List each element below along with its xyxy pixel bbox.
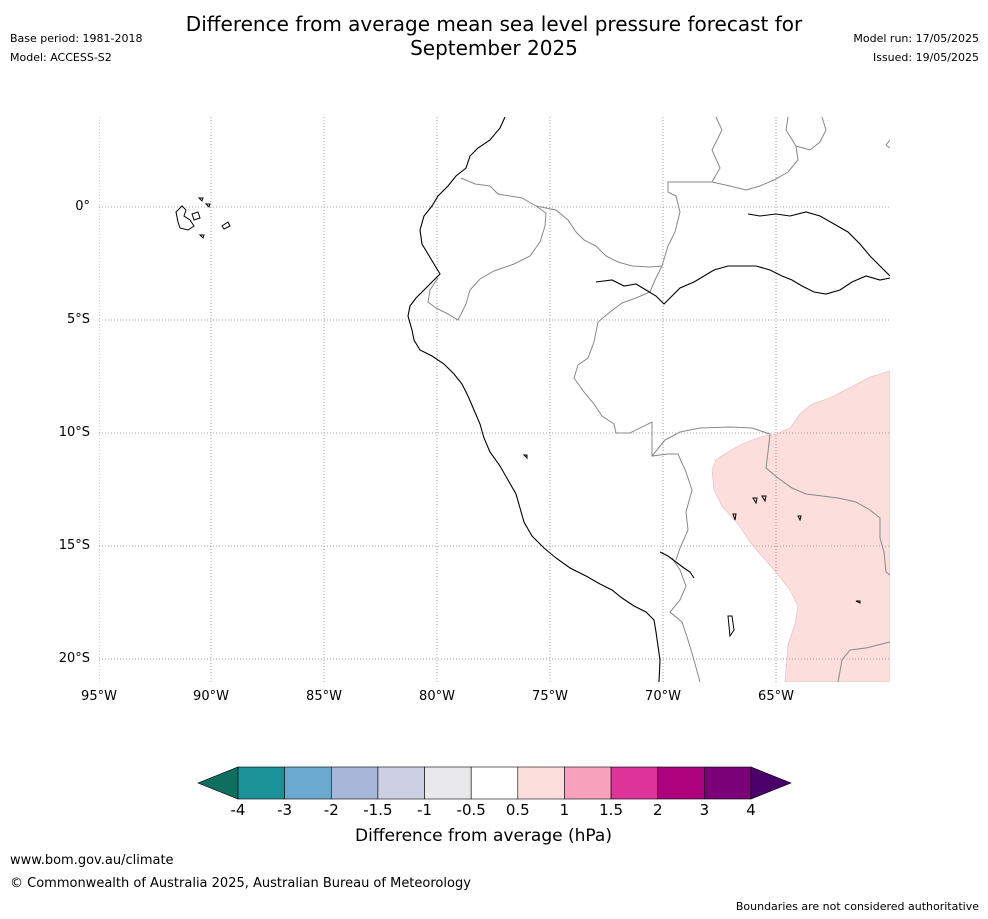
graticule (99, 117, 890, 682)
colorbar-segment (517, 766, 565, 800)
colorbar-segment (470, 766, 519, 800)
colorbar-segment (330, 766, 379, 800)
colorbar-segment (564, 766, 612, 800)
colorbar-tick-label: 1.5 (599, 801, 623, 819)
colorbar (197, 766, 792, 800)
colorbar-extend-low (197, 766, 239, 800)
lon-label-65w: 65°W (758, 689, 794, 704)
lon-label-75w: 75°W (532, 689, 568, 704)
lat-label-10s: 10°S (58, 425, 90, 440)
map-title: Difference from average mean sea level p… (0, 12, 988, 60)
colorbar-tick-label: -4 (230, 801, 246, 819)
colorbar-segment (657, 766, 705, 800)
islands-and-lakes (175, 197, 861, 638)
lat-label-5s: 5°S (66, 312, 90, 327)
positive-anomaly-region (711, 370, 890, 682)
colorbar-tick-label: 2 (652, 801, 663, 819)
colorbar-segment (237, 766, 285, 800)
colorbar-segment (424, 766, 472, 800)
coastline (407, 117, 890, 682)
colorbar-tick-label: -1.5 (363, 801, 393, 819)
colorbar-extend-high (750, 766, 792, 800)
lat-label-0: 0° (75, 199, 90, 214)
lon-label-95w: 95°W (81, 689, 117, 704)
colorbar-segment (377, 766, 425, 800)
lon-label-80w: 80°W (419, 689, 455, 704)
lat-label-20s: 20°S (58, 651, 90, 666)
colorbar-tick-label: -3 (277, 801, 293, 819)
colorbar-tick-label: 1 (559, 801, 570, 819)
country-borders (427, 117, 890, 682)
footer-url: www.bom.gov.au/climate (10, 853, 174, 868)
model-run-text: Model run: 17/05/2025 (853, 32, 979, 45)
colorbar-tick-label: 3 (699, 801, 710, 819)
model-text: Model: ACCESS-S2 (10, 51, 112, 64)
footer-copyright: © Commonwealth of Australia 2025, Austra… (10, 876, 471, 891)
colorbar-tick-label: -1 (417, 801, 433, 819)
lon-label-70w: 70°W (645, 689, 681, 704)
colorbar-segment (610, 766, 659, 800)
footer-disclaimer: Boundaries are not considered authoritat… (735, 900, 979, 913)
lon-label-90w: 90°W (193, 689, 229, 704)
colorbar-tick-label: -2 (323, 801, 339, 819)
colorbar-label: Difference from average (hPa) (355, 826, 612, 846)
colorbar-tick-label: -0.5 (456, 801, 486, 819)
colorbar-tick-label: 0.5 (505, 801, 530, 819)
map-title-line1: Difference from average mean sea level p… (185, 12, 803, 36)
lon-label-85w: 85°W (306, 689, 342, 704)
lat-label-15s: 15°S (58, 538, 90, 553)
colorbar-tick-label: 4 (746, 801, 756, 819)
colorbar-segment (284, 766, 332, 800)
issued-text: Issued: 19/05/2025 (872, 51, 979, 64)
base-period-text: Base period: 1981-2018 (10, 32, 143, 45)
colorbar-segment (704, 766, 752, 800)
map-title-line2: September 2025 (410, 36, 578, 60)
